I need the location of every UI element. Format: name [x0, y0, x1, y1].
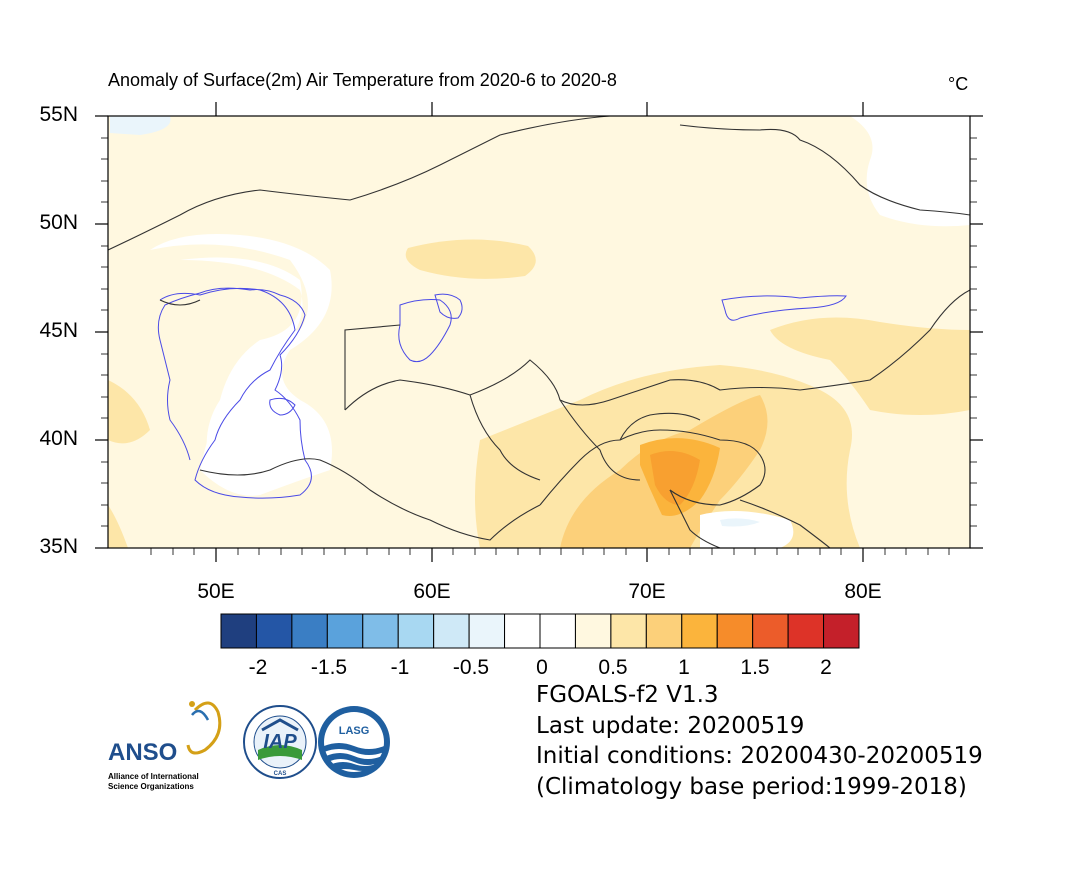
anso-subtitle-line: Alliance of International [108, 772, 199, 781]
colorbar-swatch [504, 613, 541, 649]
colorbar [220, 613, 860, 649]
anso-text: ANSO [108, 739, 177, 766]
lon-label-50e: 50E [197, 580, 235, 603]
colorbar-label: 0.5 [598, 656, 628, 679]
lat-label-40n: 40N [39, 427, 78, 450]
colorbar-swatch [681, 613, 718, 649]
colorbar-swatch [787, 613, 825, 649]
lon-label-70e: 70E [628, 580, 666, 603]
colorbar-label: -1.5 [310, 656, 348, 679]
lat-ticks [95, 115, 983, 549]
colorbar-label: -0.5 [452, 656, 490, 679]
colorbar-swatch [291, 613, 328, 649]
lat-label-35n: 35N [39, 535, 78, 558]
colorbar-label: -2 [248, 656, 268, 679]
colorbar-label: 1.5 [740, 656, 770, 679]
last-update: Last update: 20200519 [536, 712, 805, 739]
iap-logo: IAP CAS [243, 705, 317, 779]
colorbar-label: 1 [678, 656, 690, 679]
model-name: FGOALS-f2 V1.3 [536, 682, 719, 708]
colorbar-swatch [255, 613, 293, 649]
cas-text: CAS [274, 771, 287, 777]
iap-text: IAP [263, 731, 297, 753]
colorbar-swatch [610, 613, 647, 649]
unit-label: °C [948, 74, 969, 94]
anso-subtitle: Alliance of International Science Organi… [108, 772, 199, 792]
map-title: Anomaly of Surface(2m) Air Temperature f… [108, 70, 617, 90]
lat-label-50n: 50N [39, 211, 78, 234]
map-panel [95, 102, 983, 562]
lat-label-55n: 55N [39, 103, 78, 126]
colorbar-swatch [539, 613, 576, 649]
anso-logo: ANSO [108, 701, 222, 766]
lon-label-60e: 60E [413, 580, 451, 603]
colorbar-swatch [397, 613, 435, 649]
model-info: FGOALS-f2 V1.3 Last update: 20200519 Ini… [536, 680, 983, 802]
colorbar-swatch [716, 613, 754, 649]
initial-conditions: Initial conditions: 20200430-20200519 [536, 743, 983, 769]
lasg-logo: LASG [318, 706, 390, 778]
colorbar-swatch [468, 613, 506, 649]
lon-ticks [215, 102, 864, 562]
lat-label-45n: 45N [39, 319, 78, 342]
minor-ticks [101, 137, 977, 555]
colorbar-label: -1 [390, 656, 410, 679]
colorbar-swatch [433, 613, 470, 649]
logos: ANSO IAP CAS LASG [108, 701, 390, 779]
lon-label-80e: 80E [844, 580, 882, 603]
lasg-text: LASG [339, 725, 370, 737]
colorbar-label: 2 [820, 656, 832, 679]
anomaly-field [108, 116, 970, 548]
colorbar-label: 0 [536, 656, 548, 679]
colorbar-swatch [362, 613, 399, 649]
colorbar-swatch [220, 613, 257, 649]
colorbar-swatch [326, 613, 364, 649]
colorbar-swatch [574, 613, 612, 649]
anso-subtitle-line: Science Organizations [108, 782, 194, 791]
colorbar-swatch [645, 613, 683, 649]
colorbar-swatch [823, 613, 860, 649]
colorbar-swatch [752, 613, 789, 649]
climatology-period: (Climatology base period:1999-2018) [536, 773, 967, 800]
